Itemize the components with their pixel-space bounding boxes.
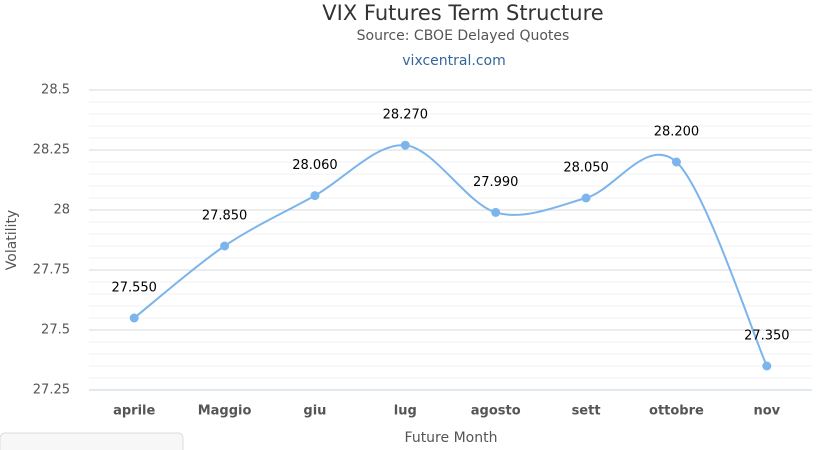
y-axis-title: Volatility (4, 210, 20, 270)
data-label: 27.550 (111, 281, 157, 296)
y-tick-label: 27.75 (33, 263, 70, 278)
data-label: 27.990 (473, 175, 519, 190)
chart-subtitle: Source: CBOE Delayed Quotes (357, 28, 570, 44)
y-tick-label: 28 (53, 203, 70, 218)
series-line (133, 144, 768, 367)
hidden-panel[interactable] (0, 432, 184, 450)
x-tick-label: giu (303, 404, 326, 419)
data-point (581, 193, 591, 203)
data-label: 28.270 (383, 108, 429, 123)
chart-credit[interactable]: vixcentral.com (402, 53, 505, 69)
x-tick-label: agosto (471, 404, 521, 419)
x-tick-label: ottobre (649, 404, 704, 419)
y-tick-label: 28.25 (33, 143, 70, 158)
x-tick-label: sett (572, 404, 601, 419)
data-point (491, 207, 501, 217)
x-tick-label: Maggio (198, 404, 252, 419)
data-point (762, 361, 772, 371)
data-label: 28.060 (292, 158, 338, 173)
x-tick-label: nov (753, 404, 780, 419)
data-point (129, 313, 139, 323)
x-tick-label: lug (394, 404, 417, 419)
x-tick-label: aprile (113, 404, 155, 419)
data-point (220, 241, 230, 251)
y-tick-label: 27.5 (41, 323, 70, 338)
data-label: 27.850 (202, 209, 248, 224)
y-tick-label: 28.5 (41, 83, 70, 98)
data-label: 28.050 (563, 161, 609, 176)
data-label: 27.350 (744, 329, 790, 344)
y-tick-label: 27.25 (33, 383, 70, 398)
data-point (671, 157, 681, 167)
data-point (310, 191, 320, 201)
x-axis-title: Future Month (405, 430, 498, 446)
data-point (400, 140, 410, 150)
data-label: 28.200 (654, 125, 700, 140)
chart-title: VIX Futures Term Structure (322, 1, 603, 25)
